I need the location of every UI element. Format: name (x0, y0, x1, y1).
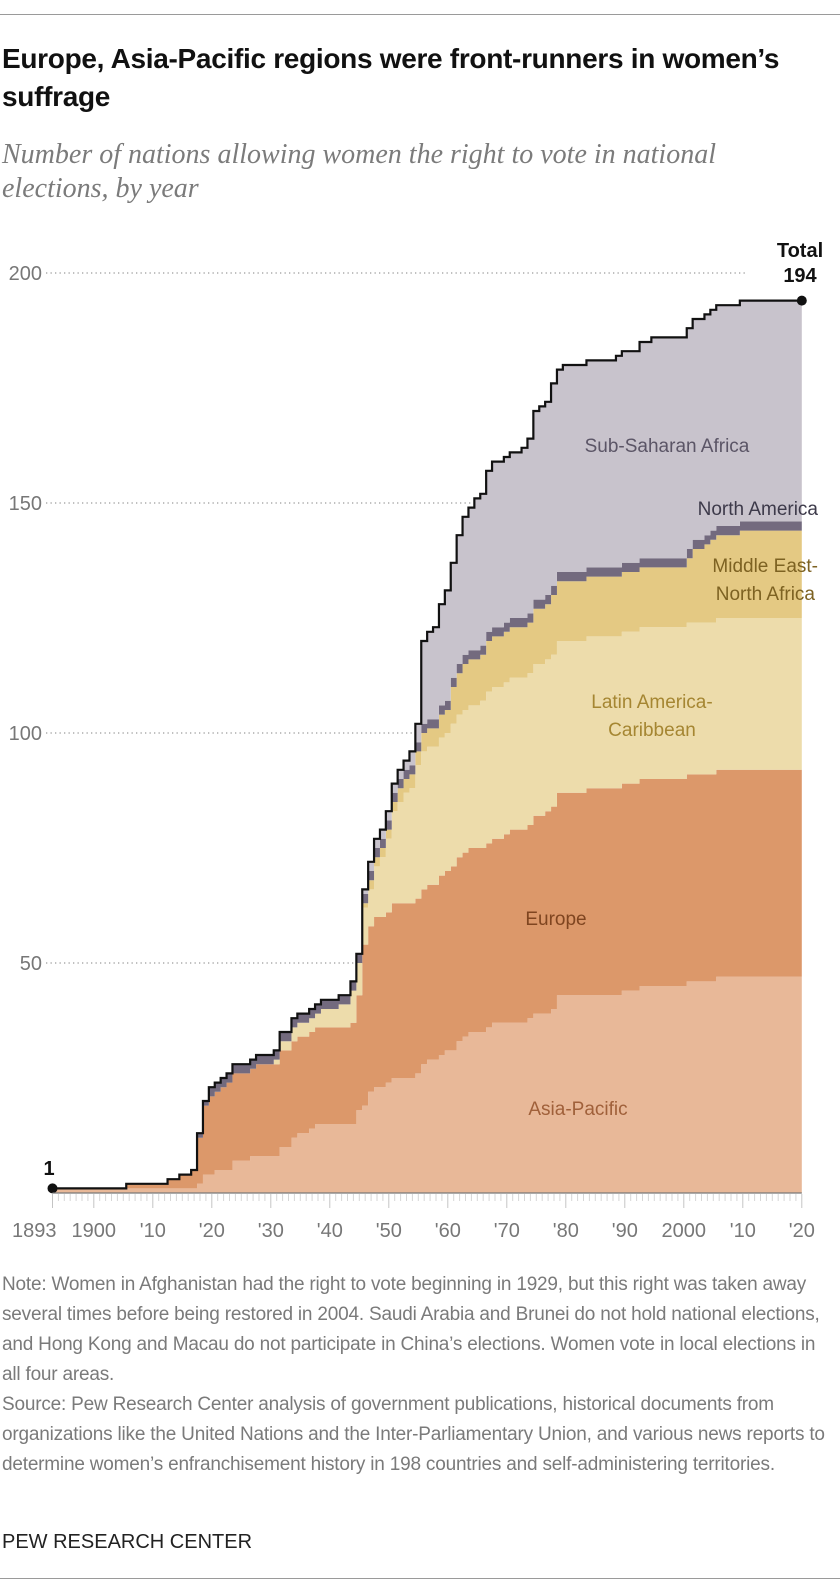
y-tick-label: 50 (20, 953, 42, 975)
x-tick-label: 1900 (72, 1220, 117, 1242)
brand-name: PEW RESEARCH CENTER (2, 1531, 253, 1553)
area-asia-pacific (52, 976, 802, 1193)
area-latin-america-caribbean (52, 618, 802, 1189)
series-label: Europe (525, 909, 586, 930)
x-tick-label: 1893 (12, 1220, 57, 1242)
source-text: Source: Pew Research Center analysis of … (2, 1394, 825, 1475)
series-label: Sub-Saharan Africa (585, 436, 750, 457)
area-sub-saharan-africa (52, 300, 802, 1189)
area-europe (52, 769, 802, 1189)
area-layers (52, 300, 802, 1193)
top-rule (0, 14, 840, 15)
bottom-rule (0, 1578, 840, 1579)
end-point (796, 295, 807, 306)
total-line-group (47, 295, 807, 1194)
series-label: Caribbean (608, 720, 696, 741)
x-tick-label: '30 (258, 1220, 284, 1242)
note-text: Note: Women in Afghanistan had the right… (2, 1274, 820, 1385)
x-tick-label: '80 (553, 1220, 579, 1242)
y-tick-label: 100 (9, 723, 42, 745)
x-tick-label: '20 (199, 1220, 225, 1242)
series-label: North Africa (716, 584, 816, 605)
x-tick-label: '20 (789, 1220, 815, 1242)
x-tick-label: '90 (612, 1220, 638, 1242)
x-tick-label: 2000 (662, 1220, 707, 1242)
series-label: North America (698, 499, 819, 520)
footnotes: Note: Women in Afghanistan had the right… (2, 1270, 834, 1480)
x-tick-label: '50 (376, 1220, 402, 1242)
x-axis: 1893 1900 '10 '20 '30 '40 '50 '60 '70 '80 '90 2000 '… (12, 1192, 815, 1242)
x-tick-label: '60 (435, 1220, 461, 1242)
total-label: Total (777, 240, 823, 262)
area-middle-east-north-africa (52, 530, 802, 1189)
chart-title: Europe, Asia-Pacific regions were front-… (2, 43, 780, 112)
series-label: Middle East- (712, 556, 818, 577)
total-value-label: 194 (783, 265, 817, 287)
x-tick-label: '10 (730, 1220, 756, 1242)
x-tick-label: '10 (140, 1220, 166, 1242)
y-tick-label: 150 (9, 493, 42, 515)
start-value-label: 1 (43, 1158, 54, 1180)
total-line (52, 299, 802, 1190)
x-tick-label: '70 (494, 1220, 520, 1242)
start-point (47, 1183, 58, 1194)
series-label: Latin America- (591, 692, 712, 713)
x-tick-label: '40 (317, 1220, 343, 1242)
region-labels: Asia-Pacific Europe Latin America- Caribbea… (525, 436, 818, 1120)
y-tick-label: 200 (9, 263, 42, 285)
series-label: Asia-Pacific (528, 1099, 627, 1120)
chart-subtitle: Number of nations allowing women the rig… (2, 139, 716, 204)
y-axis: 200 150 100 50 (9, 263, 42, 975)
